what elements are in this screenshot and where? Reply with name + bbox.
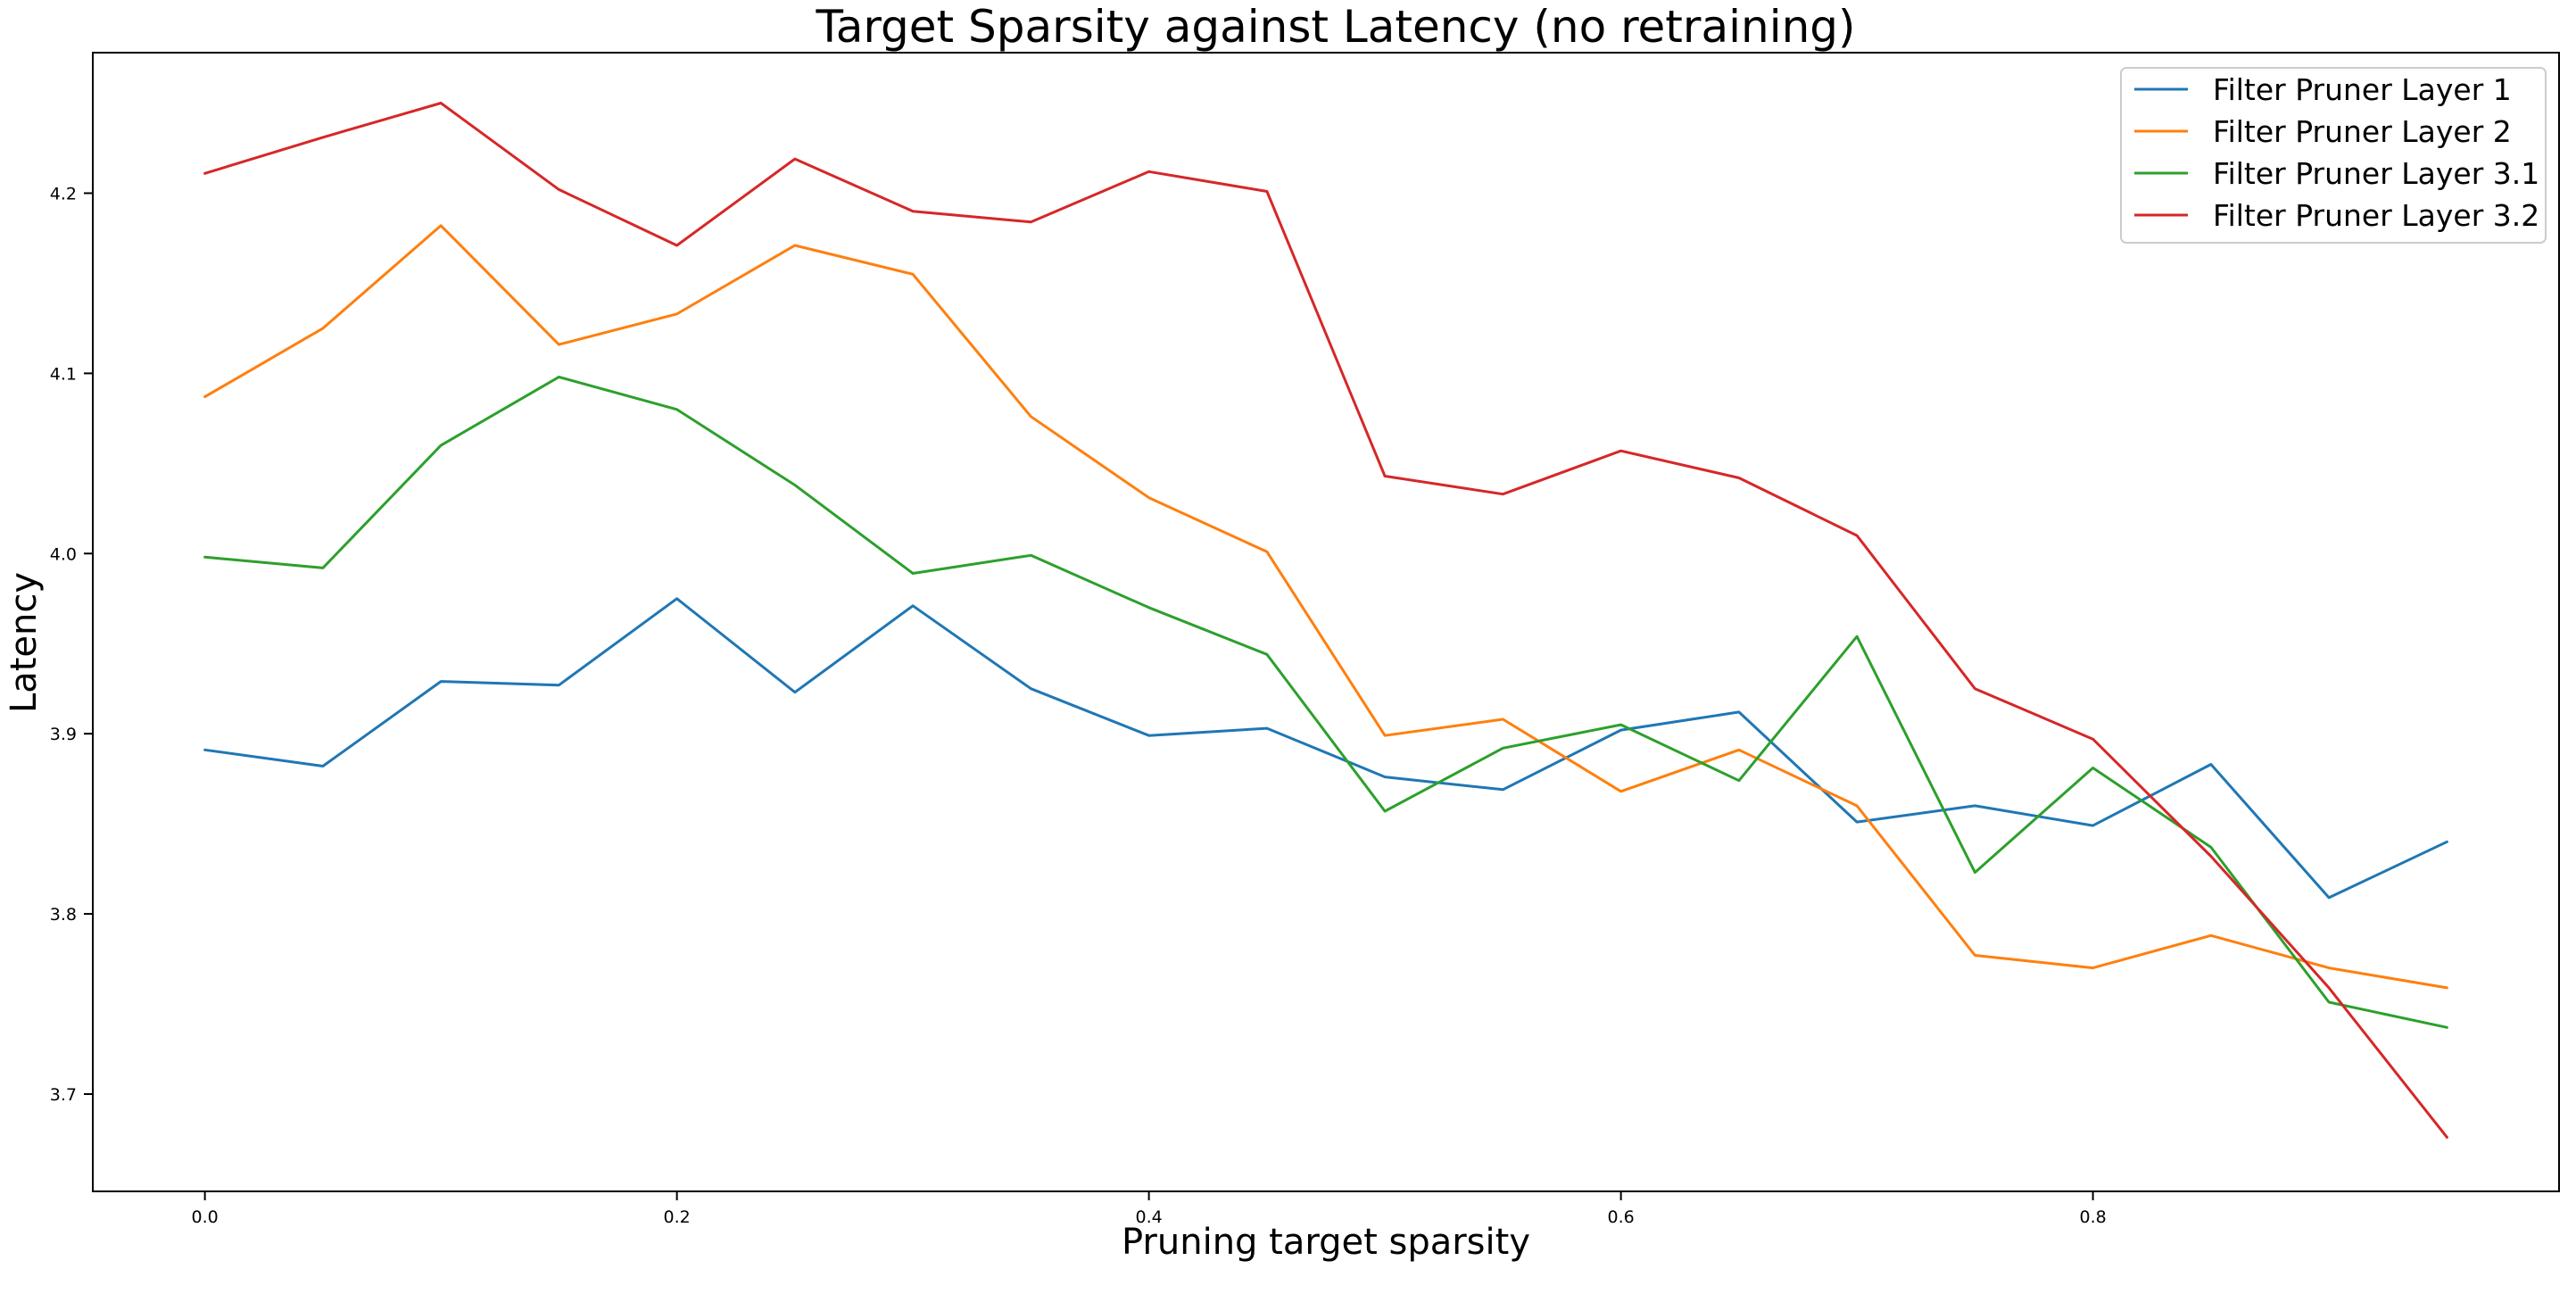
x-tick-label: 0.6 [1608, 1207, 1635, 1227]
legend-label-4: Filter Pruner Layer 3.2 [2213, 198, 2539, 233]
x-axis-label: Pruning target sparsity [1122, 1222, 1530, 1263]
y-tick-label: 3.8 [50, 905, 77, 925]
y-axis-label: Latency [4, 572, 45, 713]
y-axis: 3.7 3.8 3.9 4.0 4.1 4.2 [50, 184, 93, 1105]
x-tick-label: 0.4 [1136, 1207, 1163, 1227]
series-line-3 [203, 375, 2448, 1029]
series-line-2 [203, 224, 2448, 990]
series-line-4 [203, 102, 2448, 1139]
plot-frame [92, 52, 2560, 1192]
legend: Filter Pruner Layer 1 Filter Pruner Layer… [2120, 67, 2547, 244]
legend-label-2: Filter Pruner Layer 2 [2213, 114, 2512, 149]
y-tick-label: 3.7 [50, 1085, 77, 1105]
legend-label-3: Filter Pruner Layer 3.1 [2213, 156, 2539, 191]
x-axis: 0.0 0.2 0.4 0.6 0.8 [192, 1191, 2107, 1227]
x-tick-label: 0.2 [664, 1207, 691, 1227]
y-tick-label: 4.0 [50, 544, 77, 564]
chart-title: Target Sparsity against Latency (no retr… [815, 1, 1855, 53]
series-line-1 [203, 597, 2448, 900]
legend-box [2120, 67, 2547, 244]
x-tick-label: 0.8 [2080, 1207, 2107, 1227]
y-tick-label: 3.9 [50, 725, 77, 744]
x-tick-label: 0.0 [192, 1207, 219, 1227]
y-tick-label: 4.1 [50, 364, 77, 384]
series-layer [203, 102, 2448, 1139]
y-tick-label: 4.2 [50, 184, 77, 203]
legend-label-1: Filter Pruner Layer 1 [2213, 72, 2512, 107]
